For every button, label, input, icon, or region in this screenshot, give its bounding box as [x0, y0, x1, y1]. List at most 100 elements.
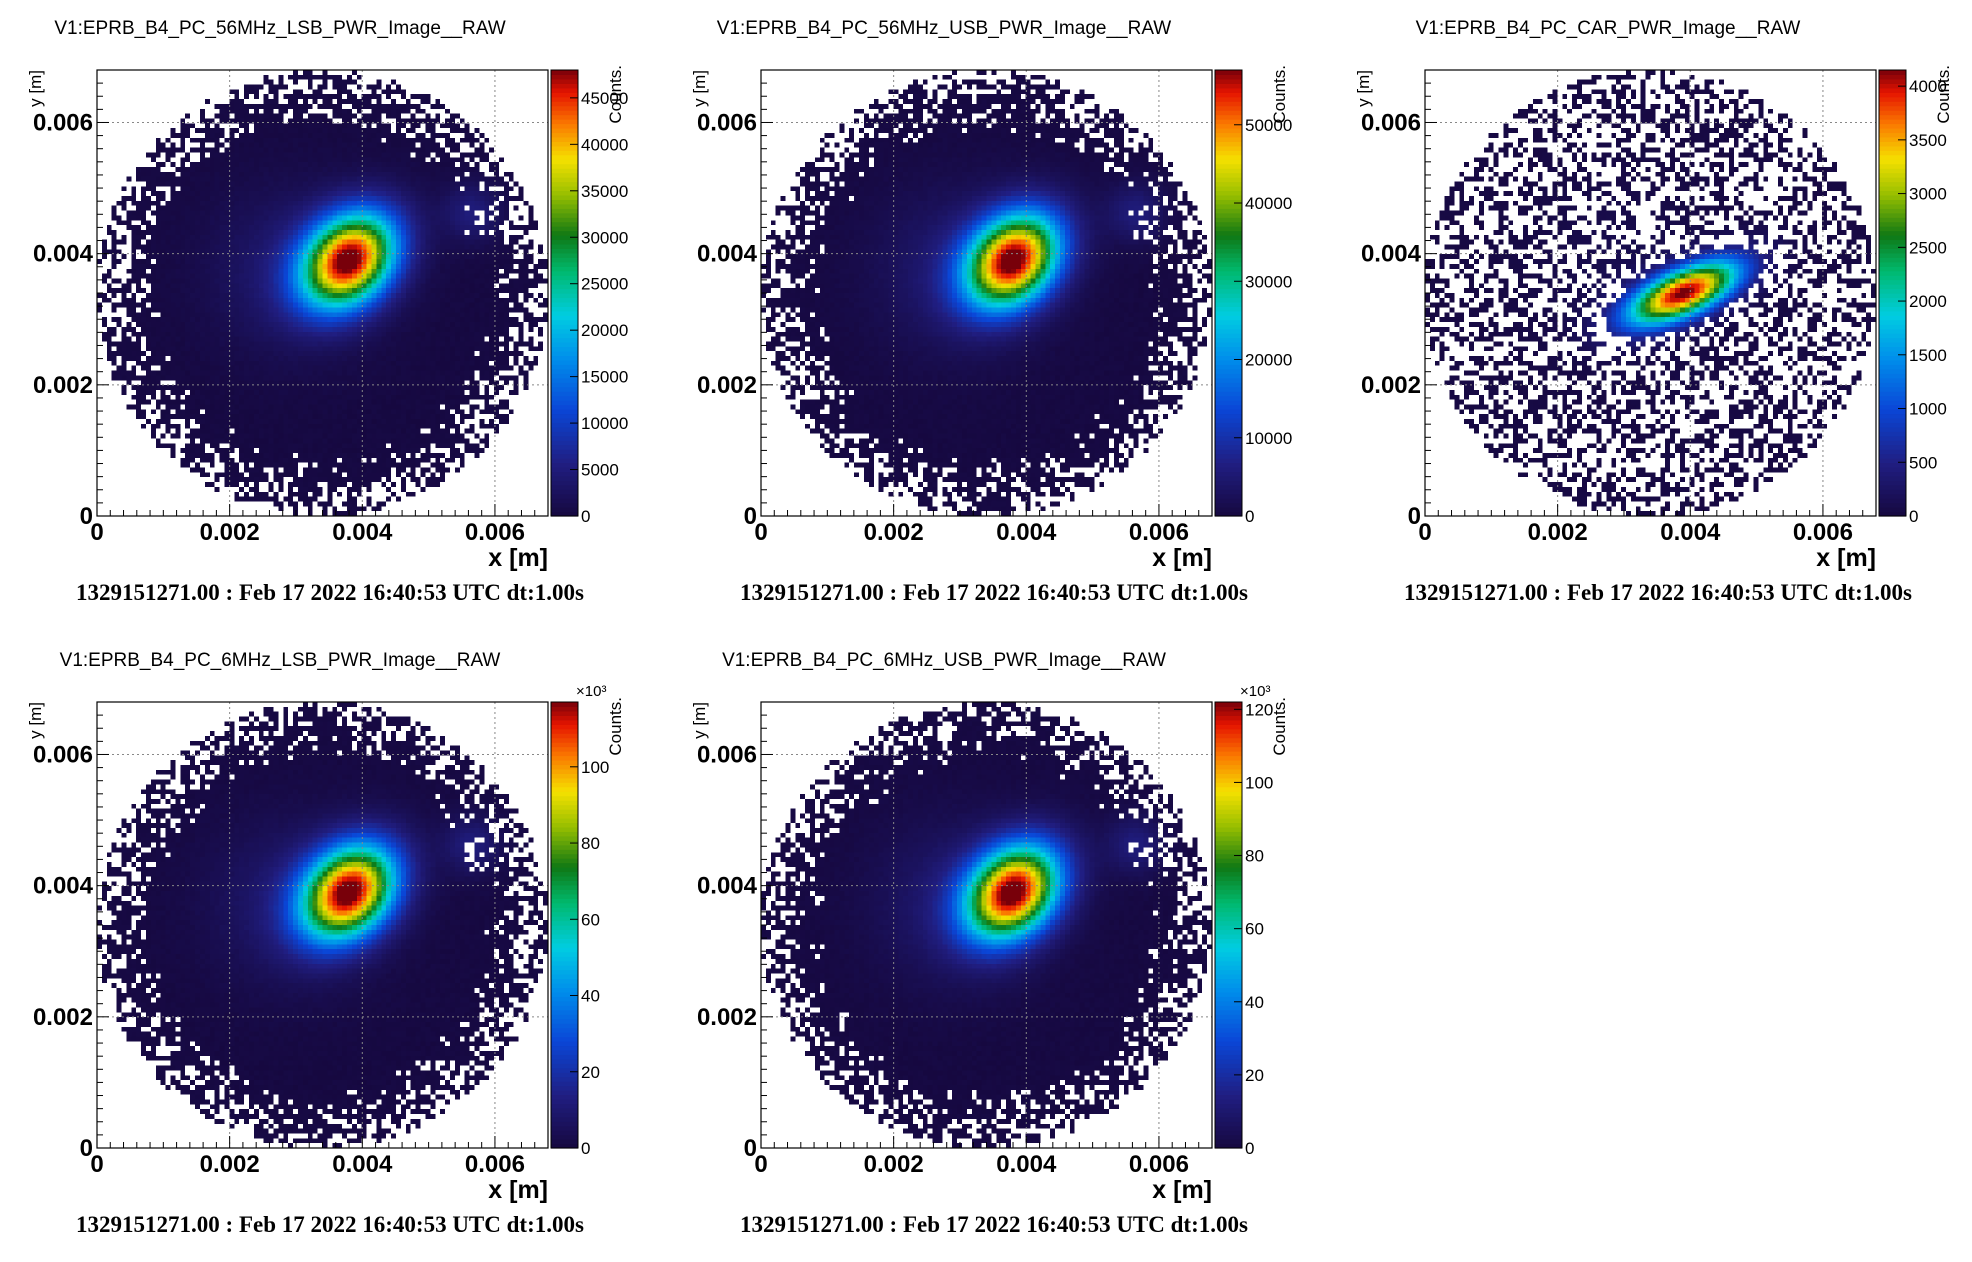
colorbar-frame	[550, 69, 579, 517]
colorbar-segment	[551, 1081, 578, 1087]
y-tick-label: 0.004	[697, 873, 758, 900]
colorbar-segment	[551, 893, 578, 899]
colorbar-segment	[551, 1134, 578, 1140]
colorbar-tick-label: 20	[581, 1063, 600, 1082]
colorbar-segment	[1215, 933, 1242, 939]
colorbar-segment	[551, 413, 578, 419]
colorbar-segment	[1879, 480, 1906, 486]
colorbar-segment	[551, 199, 578, 205]
colorbar-segment	[1215, 342, 1242, 348]
colorbar-segment	[1215, 907, 1242, 913]
colorbar-segment	[551, 212, 578, 218]
colorbar-segment	[1215, 800, 1242, 806]
y-tick-label: 0.004	[697, 241, 758, 268]
colorbar-segment	[1215, 404, 1242, 410]
colorbar-segment	[1215, 702, 1242, 708]
colorbar-segment	[551, 728, 578, 734]
colorbar-segment	[1879, 489, 1906, 495]
colorbar-segment	[551, 871, 578, 877]
colorbar-tick-label: 20000	[1245, 351, 1292, 370]
colorbar-segment	[1879, 194, 1906, 200]
x-tick-label: 0.004	[332, 1151, 393, 1178]
colorbar-segment	[551, 813, 578, 819]
colorbar-segment	[551, 306, 578, 312]
colorbar-segment	[1215, 110, 1242, 116]
colorbar-segment	[1215, 733, 1242, 739]
colorbar-segment	[1879, 458, 1906, 464]
colorbar-segment	[1215, 373, 1242, 379]
colorbar-segment	[551, 742, 578, 748]
colorbar-segment	[1215, 942, 1242, 948]
colorbar-segment	[551, 364, 578, 370]
y-tick-label: 0.002	[697, 1004, 757, 1031]
colorbar-segment	[1215, 83, 1242, 89]
y-tick-label: 0	[744, 503, 757, 530]
colorbar-segment	[551, 1085, 578, 1091]
colorbar-segment	[551, 1103, 578, 1109]
y-tick-label: 0	[1408, 503, 1421, 530]
colorbar-segment	[551, 1014, 578, 1020]
colorbar-segment	[1215, 462, 1242, 468]
x-axis-title: x [m]	[1152, 544, 1212, 572]
colorbar-segment	[1215, 1121, 1242, 1127]
colorbar-segment	[1215, 1085, 1242, 1091]
colorbar-segment	[1215, 809, 1242, 815]
colorbar-segment	[551, 136, 578, 142]
colorbar-tick-label: 80	[1245, 847, 1264, 866]
x-tick-label: 0.006	[465, 1151, 525, 1178]
colorbar-segment	[1879, 123, 1906, 129]
colorbar-segment	[1879, 404, 1906, 410]
colorbar-segment	[551, 368, 578, 374]
colorbar-segment	[1879, 284, 1906, 290]
colorbar-segment	[1879, 507, 1906, 513]
colorbar-segment	[1215, 493, 1242, 499]
colorbar-segment	[551, 898, 578, 904]
colorbar-multiplier: ×10³	[576, 683, 606, 700]
colorbar-tick-label: 5000	[581, 461, 619, 480]
colorbar-segment	[551, 1094, 578, 1100]
chart-title: V1:EPRB_B4_PC_56MHz_LSB_PWR_Image__RAW	[54, 18, 506, 39]
colorbar-segment	[1879, 346, 1906, 352]
colorbar-segment	[1215, 1005, 1242, 1011]
colorbar-segment	[551, 1023, 578, 1029]
y-tick-label: 0.002	[33, 372, 93, 399]
colorbar-segment	[1879, 105, 1906, 111]
colorbar-segment	[1215, 916, 1242, 922]
colorbar-segment	[1879, 395, 1906, 401]
colorbar-segment	[551, 185, 578, 192]
colorbar-segment	[551, 1032, 578, 1038]
y-tick-label: 0.006	[33, 741, 93, 768]
colorbar-segment	[1215, 507, 1242, 513]
colorbar-segment	[1215, 782, 1242, 788]
colorbar-segment	[551, 817, 578, 824]
colorbar-segment	[1879, 92, 1906, 98]
colorbar-segment	[551, 458, 578, 464]
y-tick-label: 0.004	[33, 241, 94, 268]
y-tick-label: 0.006	[1361, 109, 1421, 136]
colorbar-segment	[551, 1036, 578, 1042]
colorbar-segment	[1879, 422, 1906, 428]
colorbar-segment	[1879, 226, 1906, 232]
colorbar-segment	[551, 400, 578, 406]
colorbar-segment	[551, 270, 578, 276]
colorbar-segment	[1215, 78, 1242, 84]
colorbar-segment	[551, 1107, 578, 1113]
x-tick-label: 0.004	[1660, 519, 1721, 546]
colorbar-segment	[551, 333, 578, 339]
colorbar-segment	[1879, 199, 1906, 205]
colorbar-segment	[1215, 87, 1242, 93]
colorbar-segment	[1879, 511, 1906, 517]
y-tick-label: 0	[80, 1135, 93, 1162]
colorbar-segment	[1215, 996, 1242, 1002]
colorbar-segment	[1215, 884, 1242, 890]
colorbar-segment	[551, 230, 578, 236]
colorbar-tick-label: 40	[581, 987, 600, 1006]
colorbar-segment	[551, 702, 578, 708]
colorbar-segment	[551, 938, 578, 944]
colorbar-segment	[1215, 355, 1242, 361]
colorbar-segment	[1879, 270, 1906, 276]
colorbar-segment	[551, 1018, 578, 1024]
colorbar-segment	[1215, 136, 1242, 142]
colorbar-segment	[551, 275, 578, 281]
colorbar-segment	[551, 422, 578, 428]
